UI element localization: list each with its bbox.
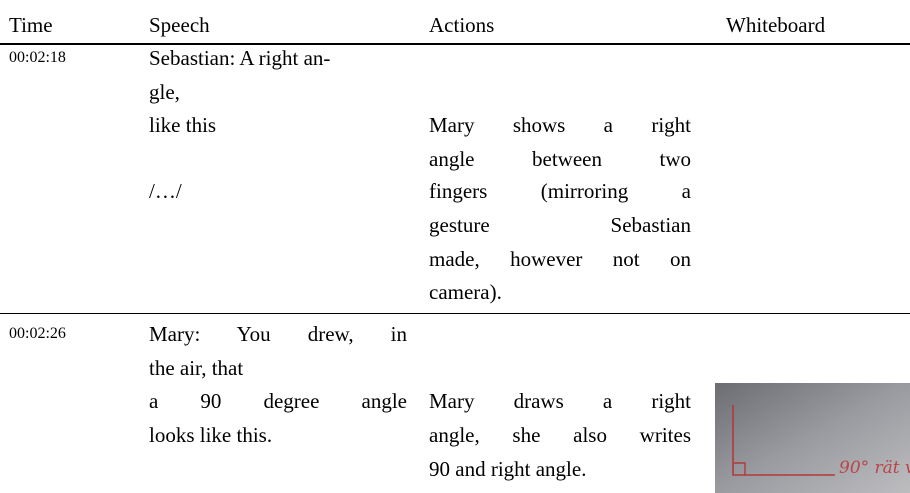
header-cell: Whiteboard bbox=[726, 13, 826, 37]
action-line: angle, she also writes bbox=[429, 423, 691, 447]
header-cell: Actions bbox=[429, 13, 495, 37]
time-cell: 00:02:18 bbox=[9, 49, 66, 66]
speech-line: looks like this. bbox=[149, 423, 273, 447]
speech-line: gle, bbox=[149, 80, 180, 104]
time-cell: 00:02:26 bbox=[9, 325, 66, 342]
action-line: fingers (mirroring a bbox=[429, 179, 691, 203]
action-line: made, however not on bbox=[429, 247, 691, 271]
action-line: 90 and right angle. bbox=[429, 457, 587, 481]
action-line: camera). bbox=[429, 280, 502, 304]
header-cell: Time bbox=[9, 13, 53, 37]
action-line: angle between two bbox=[429, 147, 691, 171]
speech-line: the air, that bbox=[149, 356, 244, 380]
whiteboard-photo: 90° rät vinkel bbox=[715, 383, 910, 493]
row-rule bbox=[0, 313, 910, 314]
speech-line: Sebastian: A right an- bbox=[149, 46, 331, 70]
header-cell: Speech bbox=[149, 13, 210, 37]
action-line: gesture Sebastian bbox=[429, 213, 691, 237]
action-line: Mary draws a right bbox=[429, 389, 691, 413]
header-rule bbox=[0, 43, 910, 45]
whiteboard-text: 90° rät vinkel bbox=[839, 458, 910, 478]
speech-line: /…/ bbox=[149, 179, 182, 203]
speech-line: like this bbox=[149, 113, 217, 137]
speech-line: a 90 degree angle bbox=[149, 389, 407, 413]
speech-line: Mary: You drew, in bbox=[149, 322, 407, 346]
action-line: Mary shows a right bbox=[429, 113, 691, 137]
